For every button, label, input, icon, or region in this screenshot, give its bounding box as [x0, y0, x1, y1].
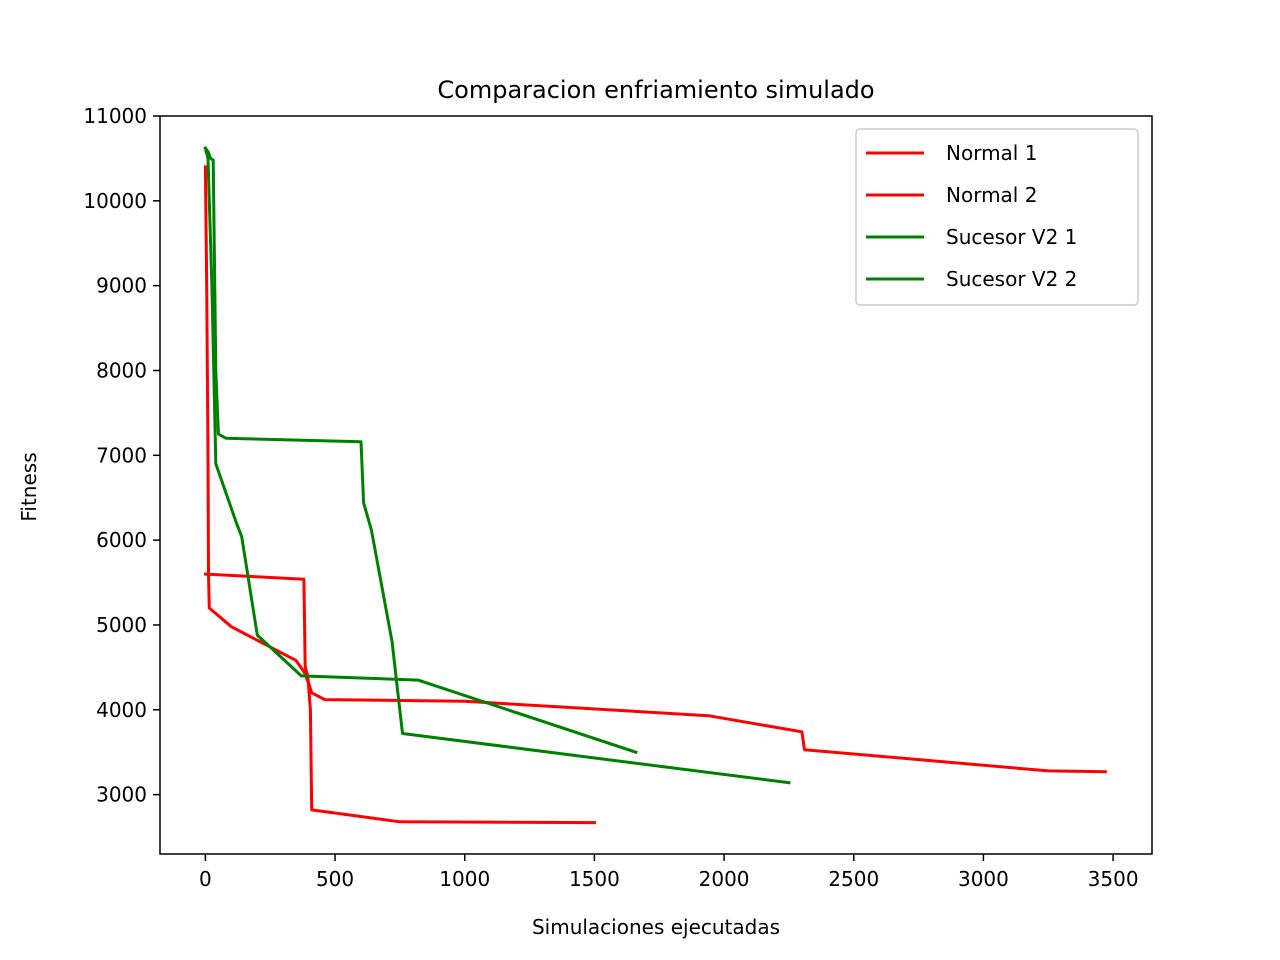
x-tick-label: 3000: [958, 867, 1009, 891]
series-line-4: [203, 146, 638, 755]
legend-box: [855, 128, 1139, 306]
x-axis-label: Simulaciones ejecutadas: [532, 915, 780, 939]
plot-lines: [203, 146, 1107, 825]
x-tick-label: 2000: [699, 867, 750, 891]
legend-label: Sucesor V2 1: [946, 225, 1077, 249]
y-tick-label: 11000: [83, 104, 147, 128]
y-tick-label: 5000: [96, 613, 147, 637]
x-tick-label: 2500: [828, 867, 879, 891]
x-tick-label: 0: [199, 867, 212, 891]
x-tick-label: 1500: [569, 867, 620, 891]
legend-label: Normal 1: [946, 141, 1037, 165]
y-tick-label: 10000: [83, 189, 147, 213]
y-tick-label: 3000: [96, 783, 147, 807]
y-axis-label: Fitness: [17, 452, 41, 521]
plot-frame: [159, 115, 1153, 855]
legend-label: Sucesor V2 2: [946, 267, 1077, 291]
series-line-3: [203, 146, 791, 785]
legend: Normal 1 Normal 2 Sucesor V2 1 Sucesor V2 2: [855, 128, 1139, 306]
series-line-2: [203, 572, 596, 825]
y-tick-label: 4000: [96, 698, 147, 722]
x-tick-label: 1000: [439, 867, 490, 891]
y-tick-label: 9000: [96, 274, 147, 298]
chart-title: Comparacion enfriamiento simulado: [437, 76, 874, 104]
y-tick-label: 6000: [96, 528, 147, 552]
x-tick-label: 3500: [1088, 867, 1139, 891]
y-tick-label: 8000: [96, 358, 147, 382]
x-tick-label: 500: [316, 867, 354, 891]
y-axis: 3000 4000 5000 6000 7000 8000 9000 10000 11000: [83, 104, 160, 807]
y-tick-label: 7000: [96, 443, 147, 467]
x-axis: 0 500 1000 1500 2000 2500 3000 3500: [199, 854, 1139, 891]
legend-label: Normal 2: [946, 183, 1037, 207]
